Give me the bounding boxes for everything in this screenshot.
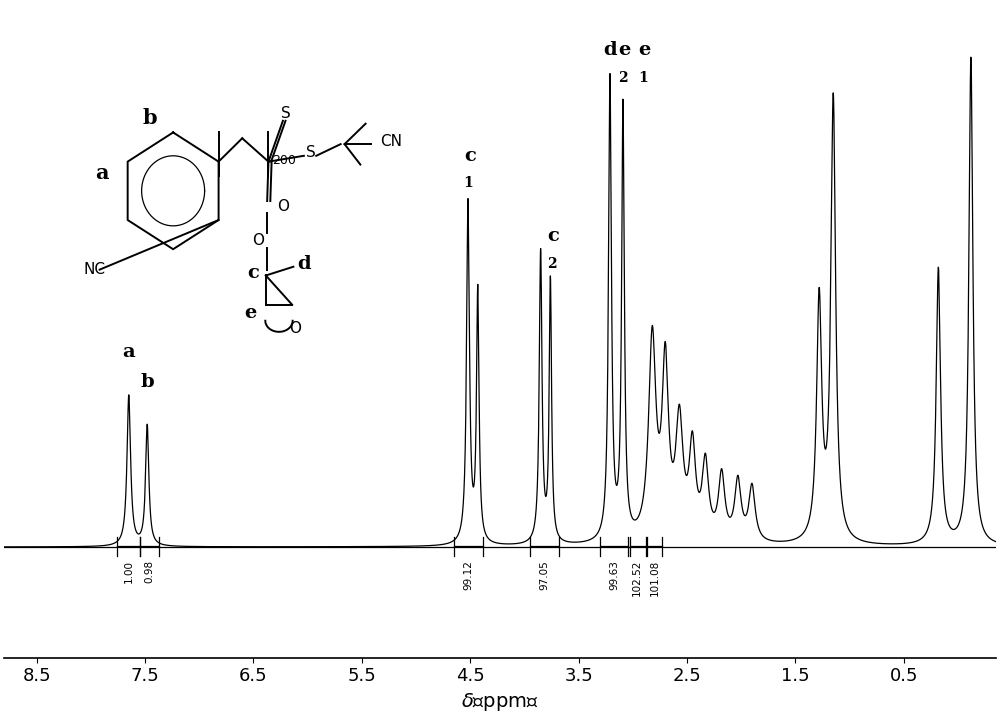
Text: O: O	[252, 233, 264, 248]
Text: 200: 200	[272, 153, 296, 166]
Text: 99.63: 99.63	[609, 560, 619, 590]
X-axis label: $\delta$（ppm）: $\delta$（ppm）	[461, 691, 539, 713]
Text: e: e	[244, 305, 256, 323]
Text: 1: 1	[638, 70, 648, 85]
Text: S: S	[306, 146, 315, 161]
Text: S: S	[281, 106, 290, 121]
Text: 1.00: 1.00	[124, 560, 134, 583]
Text: b: b	[142, 108, 157, 128]
Text: O: O	[289, 320, 301, 336]
Text: 1: 1	[464, 176, 473, 190]
Text: a: a	[122, 343, 135, 361]
Text: d: d	[297, 255, 311, 272]
Text: 2: 2	[618, 70, 627, 85]
Text: e: e	[618, 42, 630, 60]
Text: d: d	[603, 42, 617, 60]
Text: 2: 2	[547, 257, 557, 270]
Text: c: c	[548, 227, 560, 245]
Text: CN: CN	[380, 133, 402, 148]
Text: 0.98: 0.98	[144, 560, 154, 583]
Text: O: O	[277, 199, 289, 214]
Text: e: e	[639, 42, 651, 60]
Text: NC: NC	[84, 262, 106, 277]
Text: b: b	[140, 373, 154, 391]
Text: 102.52: 102.52	[632, 560, 642, 597]
Text: c: c	[247, 264, 259, 282]
Text: c: c	[464, 147, 476, 165]
Text: 99.12: 99.12	[463, 560, 473, 590]
Text: 101.08: 101.08	[649, 560, 659, 597]
Text: a: a	[96, 163, 109, 184]
Text: 97.05: 97.05	[539, 560, 549, 590]
